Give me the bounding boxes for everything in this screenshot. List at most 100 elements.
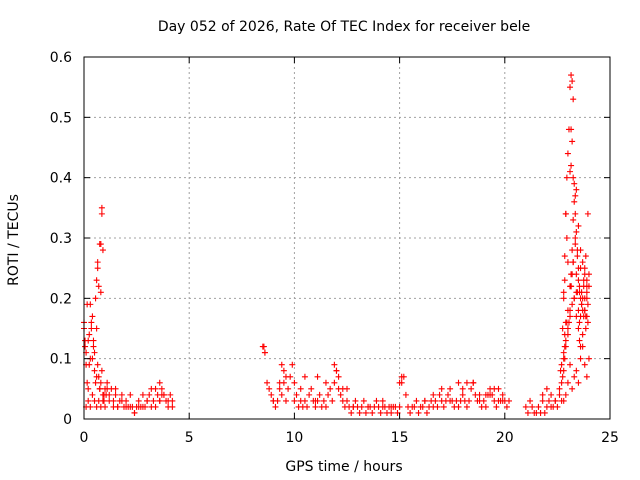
data-point	[118, 391, 125, 398]
data-point	[91, 367, 98, 374]
data-point	[561, 277, 568, 284]
data-point	[297, 385, 304, 392]
data-point	[584, 301, 591, 308]
data-point	[84, 379, 91, 386]
data-point	[570, 216, 577, 223]
data-point	[585, 271, 592, 278]
data-point	[499, 391, 506, 398]
data-point	[558, 379, 565, 386]
data-point	[568, 72, 575, 79]
data-point	[524, 409, 531, 416]
x-tick-labels: 0 5 10 15 20 25	[80, 430, 619, 446]
data-point	[581, 361, 588, 368]
data-point	[572, 235, 579, 241]
data-point	[560, 397, 567, 404]
data-point	[88, 319, 95, 326]
data-point	[543, 385, 550, 392]
data-point	[93, 373, 100, 380]
data-point	[482, 403, 489, 410]
data-point	[493, 403, 500, 410]
data-point	[106, 391, 113, 398]
data-point	[356, 409, 363, 416]
data-point	[158, 391, 165, 398]
data-point	[97, 379, 104, 386]
data-point	[419, 403, 426, 410]
data-point	[562, 337, 569, 344]
data-point	[156, 379, 163, 386]
data-point	[564, 325, 571, 332]
data-point	[569, 138, 576, 145]
data-point	[146, 391, 153, 398]
data-point	[567, 168, 574, 175]
data-point	[92, 295, 99, 302]
data-point	[304, 403, 311, 410]
data-point	[306, 391, 313, 398]
data-point	[463, 379, 470, 386]
data-point	[572, 192, 579, 199]
data-point	[432, 397, 439, 404]
data-point	[261, 349, 268, 356]
data-point	[276, 385, 283, 392]
data-point	[322, 379, 329, 386]
chart-title: Day 052 of 2026, Rate Of TEC Index for r…	[158, 19, 530, 35]
data-point	[577, 247, 584, 254]
data-point	[169, 403, 176, 410]
data-point	[94, 259, 101, 266]
y-tick-labels: 0 0.1 0.2 0.3 0.4 0.5 0.6	[50, 50, 72, 428]
data-point	[337, 391, 344, 398]
data-point	[282, 373, 289, 380]
x-tick-label: 25	[601, 430, 619, 446]
data-point	[558, 361, 565, 368]
x-tick-label: 0	[80, 430, 89, 446]
data-point	[84, 301, 91, 308]
data-point	[577, 355, 584, 362]
data-point	[560, 289, 567, 296]
data-point	[455, 403, 462, 410]
data-point	[470, 379, 477, 386]
x-tick-label: 5	[185, 430, 194, 446]
data-point	[583, 373, 590, 380]
y-tick-label: 0.2	[50, 291, 72, 307]
data-point	[396, 403, 403, 410]
data-points	[81, 72, 592, 416]
data-point	[278, 361, 285, 368]
data-point	[398, 373, 405, 380]
data-point	[573, 186, 580, 193]
data-point	[388, 403, 395, 410]
data-point	[276, 379, 283, 386]
data-point	[152, 385, 159, 392]
data-point	[580, 313, 587, 320]
data-point	[421, 397, 428, 404]
data-point	[272, 403, 279, 410]
data-point	[314, 373, 321, 380]
x-axis-label: GPS time / hours	[285, 459, 402, 475]
data-point	[562, 343, 569, 350]
data-point	[561, 253, 568, 260]
data-point	[394, 409, 401, 416]
data-point	[379, 397, 386, 404]
data-point	[98, 210, 105, 217]
data-point	[291, 397, 298, 404]
data-point	[112, 391, 119, 398]
data-point	[545, 397, 552, 404]
data-point	[560, 295, 567, 302]
data-point	[87, 403, 94, 410]
data-point	[99, 247, 106, 254]
data-point	[560, 367, 567, 374]
data-point	[564, 379, 571, 386]
data-point	[459, 391, 466, 398]
y-tick-label: 0.4	[50, 171, 72, 187]
data-point	[552, 397, 559, 404]
data-point	[373, 397, 380, 404]
data-point	[365, 403, 372, 410]
data-point	[104, 385, 111, 392]
data-point	[571, 373, 578, 380]
data-point	[527, 397, 534, 404]
data-point	[569, 271, 576, 278]
data-point	[569, 247, 576, 254]
data-point	[278, 391, 285, 398]
data-point	[562, 210, 569, 217]
data-point	[377, 409, 384, 416]
data-point	[135, 397, 142, 404]
